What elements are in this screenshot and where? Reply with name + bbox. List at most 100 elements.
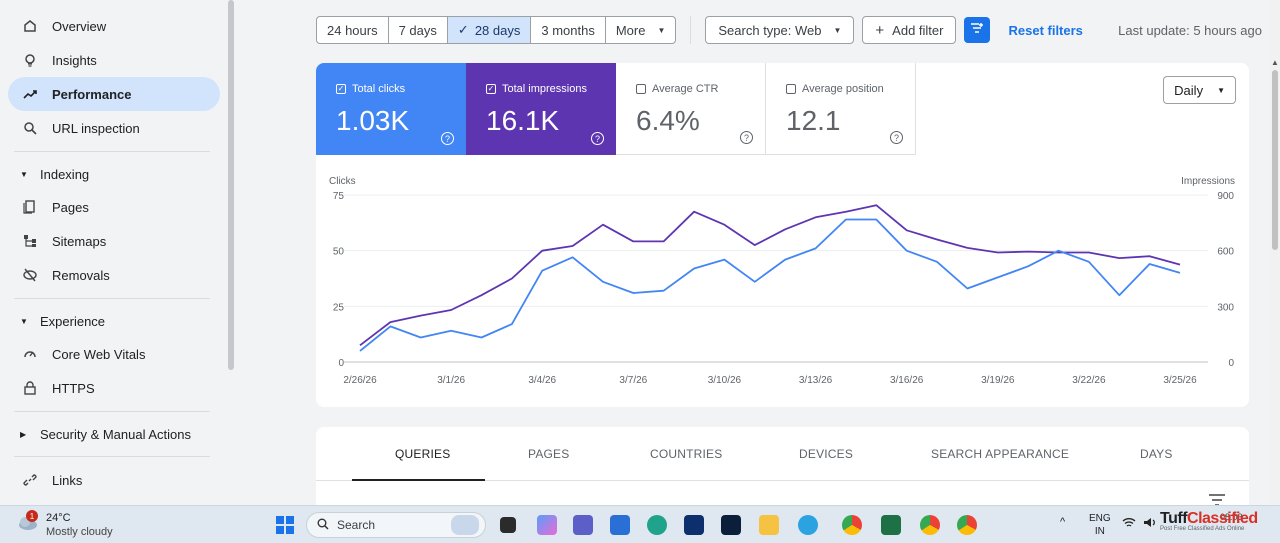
- page-scrollbar[interactable]: ▲: [1270, 0, 1280, 505]
- section-experience[interactable]: ▼ Experience: [0, 305, 228, 337]
- search-placeholder: Search: [337, 518, 376, 532]
- filter-button[interactable]: [964, 17, 991, 43]
- metric-label: Total clicks: [352, 83, 406, 95]
- search-type-button[interactable]: Search type: Web ▼: [705, 16, 855, 44]
- photoshop-icon[interactable]: [721, 515, 741, 535]
- add-filter-button[interactable]: + Add filter: [862, 16, 957, 44]
- tab-days[interactable]: DAYS: [1140, 447, 1173, 461]
- section-security[interactable]: ▶ Security & Manual Actions: [0, 418, 228, 450]
- report-tabs-card: QUERIES PAGES COUNTRIES DEVICES SEARCH A…: [316, 427, 1249, 517]
- main-content: 24 hours 7 days ✓ 28 days 3 months More …: [240, 0, 1270, 517]
- help-icon[interactable]: ?: [740, 131, 753, 144]
- nav-core-web-vitals[interactable]: Core Web Vitals: [8, 337, 220, 371]
- range-28d-button[interactable]: ✓ 28 days: [447, 17, 532, 43]
- chrome-profile-icon[interactable]: [920, 515, 940, 535]
- scroll-up-arrow-icon[interactable]: ▲: [1271, 58, 1279, 67]
- volume-icon[interactable]: [1143, 517, 1157, 531]
- pages-icon: [22, 199, 38, 215]
- excel-icon[interactable]: [881, 515, 901, 535]
- nav-insights[interactable]: Insights: [8, 43, 220, 77]
- home-icon: [22, 18, 38, 34]
- sitemap-icon: [22, 233, 38, 249]
- section-label: Security & Manual Actions: [40, 426, 192, 442]
- teams-icon[interactable]: [573, 515, 593, 535]
- divider: [14, 151, 210, 152]
- tab-queries[interactable]: QUERIES: [395, 447, 451, 461]
- file-explorer-icon[interactable]: [759, 515, 779, 535]
- clock-time[interactable]: 08:03: [1220, 512, 1243, 522]
- edge-icon[interactable]: [647, 515, 667, 535]
- telegram-icon[interactable]: [798, 515, 818, 535]
- metric-average-ctr[interactable]: Average CTR 6.4% ?: [616, 63, 766, 155]
- date-toolbar: 24 hours 7 days ✓ 28 days 3 months More …: [316, 16, 1083, 44]
- nav-https[interactable]: HTTPS: [8, 371, 220, 405]
- metric-total-clicks[interactable]: ✓ Total clicks 1.03K ?: [316, 63, 466, 155]
- link-icon: [22, 472, 38, 488]
- section-label: Indexing: [40, 166, 90, 182]
- plus-icon: +: [875, 21, 885, 39]
- tray-chevron-icon[interactable]: ^: [1060, 516, 1066, 528]
- store-icon[interactable]: [610, 515, 630, 535]
- dropbox-icon[interactable]: [684, 515, 704, 535]
- trending-up-icon: [22, 86, 38, 102]
- tab-devices[interactable]: DEVICES: [799, 447, 854, 461]
- divider: [14, 456, 210, 457]
- metric-total-impressions[interactable]: ✓ Total impressions 16.1K ?: [466, 63, 616, 155]
- more-label: More: [615, 22, 646, 38]
- task-view-icon[interactable]: [500, 517, 516, 533]
- windows-taskbar: 1 24°C Mostly cloudy Search ^ ENG IN 08:…: [0, 505, 1280, 543]
- x-tick-label: 3/25/26: [1163, 375, 1197, 386]
- nav-label: Performance: [52, 86, 132, 102]
- nav-label: Removals: [52, 267, 110, 283]
- tab-pages[interactable]: PAGES: [528, 447, 570, 461]
- granularity-select[interactable]: Daily ▼: [1163, 76, 1236, 104]
- more-button[interactable]: More ▼: [606, 17, 676, 43]
- windows-start-icon[interactable]: [275, 515, 295, 535]
- active-tab-indicator: [352, 479, 485, 481]
- range-7d-button[interactable]: 7 days: [389, 17, 448, 43]
- y-tick-label-right: 600: [1217, 247, 1234, 258]
- nav-url-inspection[interactable]: URL inspection: [8, 111, 220, 145]
- wifi-icon[interactable]: [1122, 517, 1136, 531]
- tab-search-appearance[interactable]: SEARCH APPEARANCE: [931, 447, 1070, 461]
- reset-filters-link[interactable]: Reset filters: [1008, 22, 1083, 38]
- section-indexing[interactable]: ▼ Indexing: [0, 158, 228, 190]
- gauge-icon: [22, 346, 38, 362]
- y-tick-label-left: 0: [338, 358, 344, 369]
- sidebar-scrollbar[interactable]: [228, 0, 234, 370]
- lock-icon: [22, 380, 38, 396]
- filter-icon: [970, 21, 984, 39]
- nav-links[interactable]: Links: [8, 463, 220, 497]
- nav-performance[interactable]: Performance: [8, 77, 220, 111]
- weather-widget[interactable]: 1 24°C Mostly cloudy: [16, 510, 113, 539]
- checkbox-unchecked-icon: [636, 84, 646, 94]
- help-icon[interactable]: ?: [890, 131, 903, 144]
- weather-temp: 24°C: [46, 512, 71, 524]
- y-tick-label-right: 900: [1217, 191, 1234, 202]
- y-tick-label-left: 75: [333, 191, 345, 202]
- chrome-icon[interactable]: [842, 515, 862, 535]
- nav-overview[interactable]: Overview: [8, 9, 220, 43]
- help-icon[interactable]: ?: [441, 132, 454, 145]
- range-3m-button[interactable]: 3 months: [531, 17, 606, 43]
- y-tick-label-left: 50: [333, 247, 345, 258]
- search-icon: [22, 120, 38, 136]
- nav-removals[interactable]: Removals: [8, 258, 220, 292]
- nav-label: Sitemaps: [52, 233, 107, 249]
- range-label: 28 days: [474, 22, 521, 38]
- help-icon[interactable]: ?: [591, 132, 604, 145]
- chrome-active-icon[interactable]: [957, 515, 977, 535]
- metric-average-position[interactable]: Average position 12.1 ?: [766, 63, 916, 155]
- language-indicator[interactable]: ENG IN: [1089, 512, 1111, 538]
- taskbar-search[interactable]: Search: [306, 512, 486, 538]
- range-24h-button[interactable]: 24 hours: [317, 17, 389, 43]
- performance-chart-card: ✓ Total clicks 1.03K ? ✓ Total impressions…: [316, 63, 1249, 407]
- tab-countries[interactable]: COUNTRIES: [650, 447, 723, 461]
- nav-pages[interactable]: Pages: [8, 190, 220, 224]
- nav-sitemaps[interactable]: Sitemaps: [8, 224, 220, 258]
- metric-value: 12.1: [786, 105, 841, 136]
- metric-label: Total impressions: [502, 83, 587, 95]
- add-filter-label: Add filter: [892, 22, 944, 38]
- scrollbar-thumb[interactable]: [1272, 70, 1278, 250]
- copilot-icon[interactable]: [537, 515, 557, 535]
